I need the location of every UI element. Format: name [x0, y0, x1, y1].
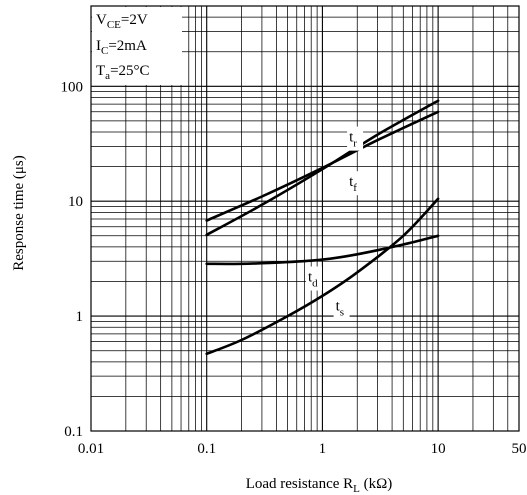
conditions-background [92, 7, 182, 85]
curve-label-tf: tf [349, 174, 357, 194]
x-axis-title: Load resistance RL (kΩ) [246, 476, 393, 495]
y-tick-label: 100 [61, 79, 84, 95]
condition-vce: VCE=2V [96, 12, 148, 31]
condition-ic: IC=2mA [96, 38, 147, 57]
curve-label-bg [347, 126, 364, 151]
y-axis-title: Response time (μs) [11, 155, 27, 271]
x-tick-label: 10 [431, 441, 446, 457]
conditions-box: VCE=2V IC=2mA Ta=25°C [92, 7, 182, 85]
curve-label-ts: ts [336, 298, 344, 318]
series-line-tf [205, 110, 440, 222]
x-tick-label: 50 [512, 441, 527, 457]
series-line-td [205, 234, 440, 266]
curve-label-bg [347, 171, 364, 196]
y-tick-label: 10 [68, 194, 83, 210]
series-line-ts [205, 197, 440, 356]
series-lines [205, 99, 440, 356]
curve-label-bg [333, 295, 350, 320]
x-tick-label: 0.01 [78, 441, 104, 457]
x-tick-label: 0.1 [197, 441, 216, 457]
y-tick-label: 1 [76, 309, 84, 325]
curve-label-td: td [308, 270, 318, 290]
condition-ta: Ta=25°C [96, 63, 150, 82]
grid-lines [91, 6, 519, 431]
y-tick-label: 0.1 [64, 424, 83, 440]
curve-label-bg [305, 266, 322, 291]
curve-label-tr: tr [349, 130, 357, 150]
plot-frame [90, 5, 520, 432]
x-tick-label: 1 [319, 441, 327, 457]
